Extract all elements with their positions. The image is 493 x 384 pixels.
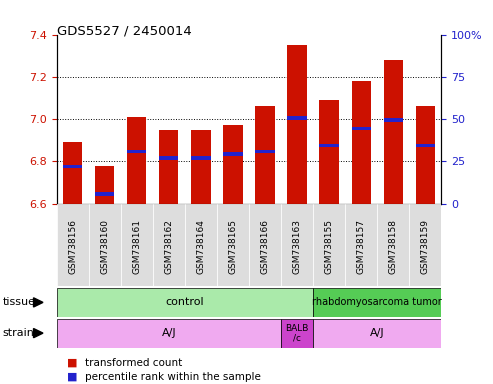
Bar [255, 106, 275, 204]
Bar [95, 192, 114, 196]
Text: BALB
/c: BALB /c [285, 324, 309, 342]
Text: percentile rank within the sample: percentile rank within the sample [85, 372, 261, 382]
Bar [249, 204, 281, 286]
Text: GSM738155: GSM738155 [324, 219, 334, 274]
Text: GSM738157: GSM738157 [356, 219, 366, 274]
Bar [281, 319, 313, 348]
Bar [223, 126, 243, 204]
Bar [159, 156, 178, 160]
Bar [255, 150, 275, 154]
Bar [191, 130, 211, 204]
Bar [416, 106, 435, 204]
Bar [319, 144, 339, 147]
Bar [409, 204, 441, 286]
Text: ■: ■ [67, 358, 77, 368]
Text: GSM738166: GSM738166 [260, 219, 270, 274]
Text: A/J: A/J [370, 328, 385, 338]
Text: ■: ■ [67, 372, 77, 382]
Bar [377, 204, 409, 286]
Text: GSM738163: GSM738163 [292, 219, 302, 274]
Bar [352, 81, 371, 204]
Bar [384, 118, 403, 122]
Text: GDS5527 / 2450014: GDS5527 / 2450014 [57, 25, 191, 38]
Bar [57, 288, 313, 317]
Bar [223, 152, 243, 156]
Text: rhabdomyosarcoma tumor: rhabdomyosarcoma tumor [312, 297, 442, 308]
Text: GSM738164: GSM738164 [196, 219, 206, 274]
Bar [217, 204, 249, 286]
Bar [185, 204, 217, 286]
Bar [313, 288, 441, 317]
Text: transformed count: transformed count [85, 358, 182, 368]
Bar [313, 204, 345, 286]
Bar [287, 116, 307, 120]
Text: GSM738162: GSM738162 [164, 219, 174, 274]
Bar [287, 45, 307, 204]
Bar [159, 130, 178, 204]
Bar [127, 117, 146, 204]
Bar [319, 100, 339, 204]
Bar [345, 204, 377, 286]
Text: control: control [166, 297, 204, 308]
Bar [95, 166, 114, 204]
Text: strain: strain [2, 328, 35, 338]
Bar [57, 204, 89, 286]
Bar [313, 319, 441, 348]
Polygon shape [34, 328, 43, 338]
Text: GSM738165: GSM738165 [228, 219, 238, 274]
Bar [153, 204, 185, 286]
Bar [281, 204, 313, 286]
Bar [57, 319, 281, 348]
Bar [63, 142, 82, 204]
Bar [121, 204, 153, 286]
Text: GSM738156: GSM738156 [68, 219, 77, 274]
Text: GSM738160: GSM738160 [100, 219, 109, 274]
Text: GSM738161: GSM738161 [132, 219, 141, 274]
Text: tissue: tissue [2, 297, 35, 308]
Bar [191, 156, 211, 160]
Bar [416, 144, 435, 147]
Bar [89, 204, 121, 286]
Bar [127, 150, 146, 154]
Bar [384, 60, 403, 204]
Bar [63, 165, 82, 168]
Text: GSM738158: GSM738158 [388, 219, 398, 274]
Polygon shape [34, 298, 43, 307]
Text: A/J: A/J [162, 328, 176, 338]
Text: GSM738159: GSM738159 [421, 219, 430, 274]
Bar [352, 127, 371, 130]
